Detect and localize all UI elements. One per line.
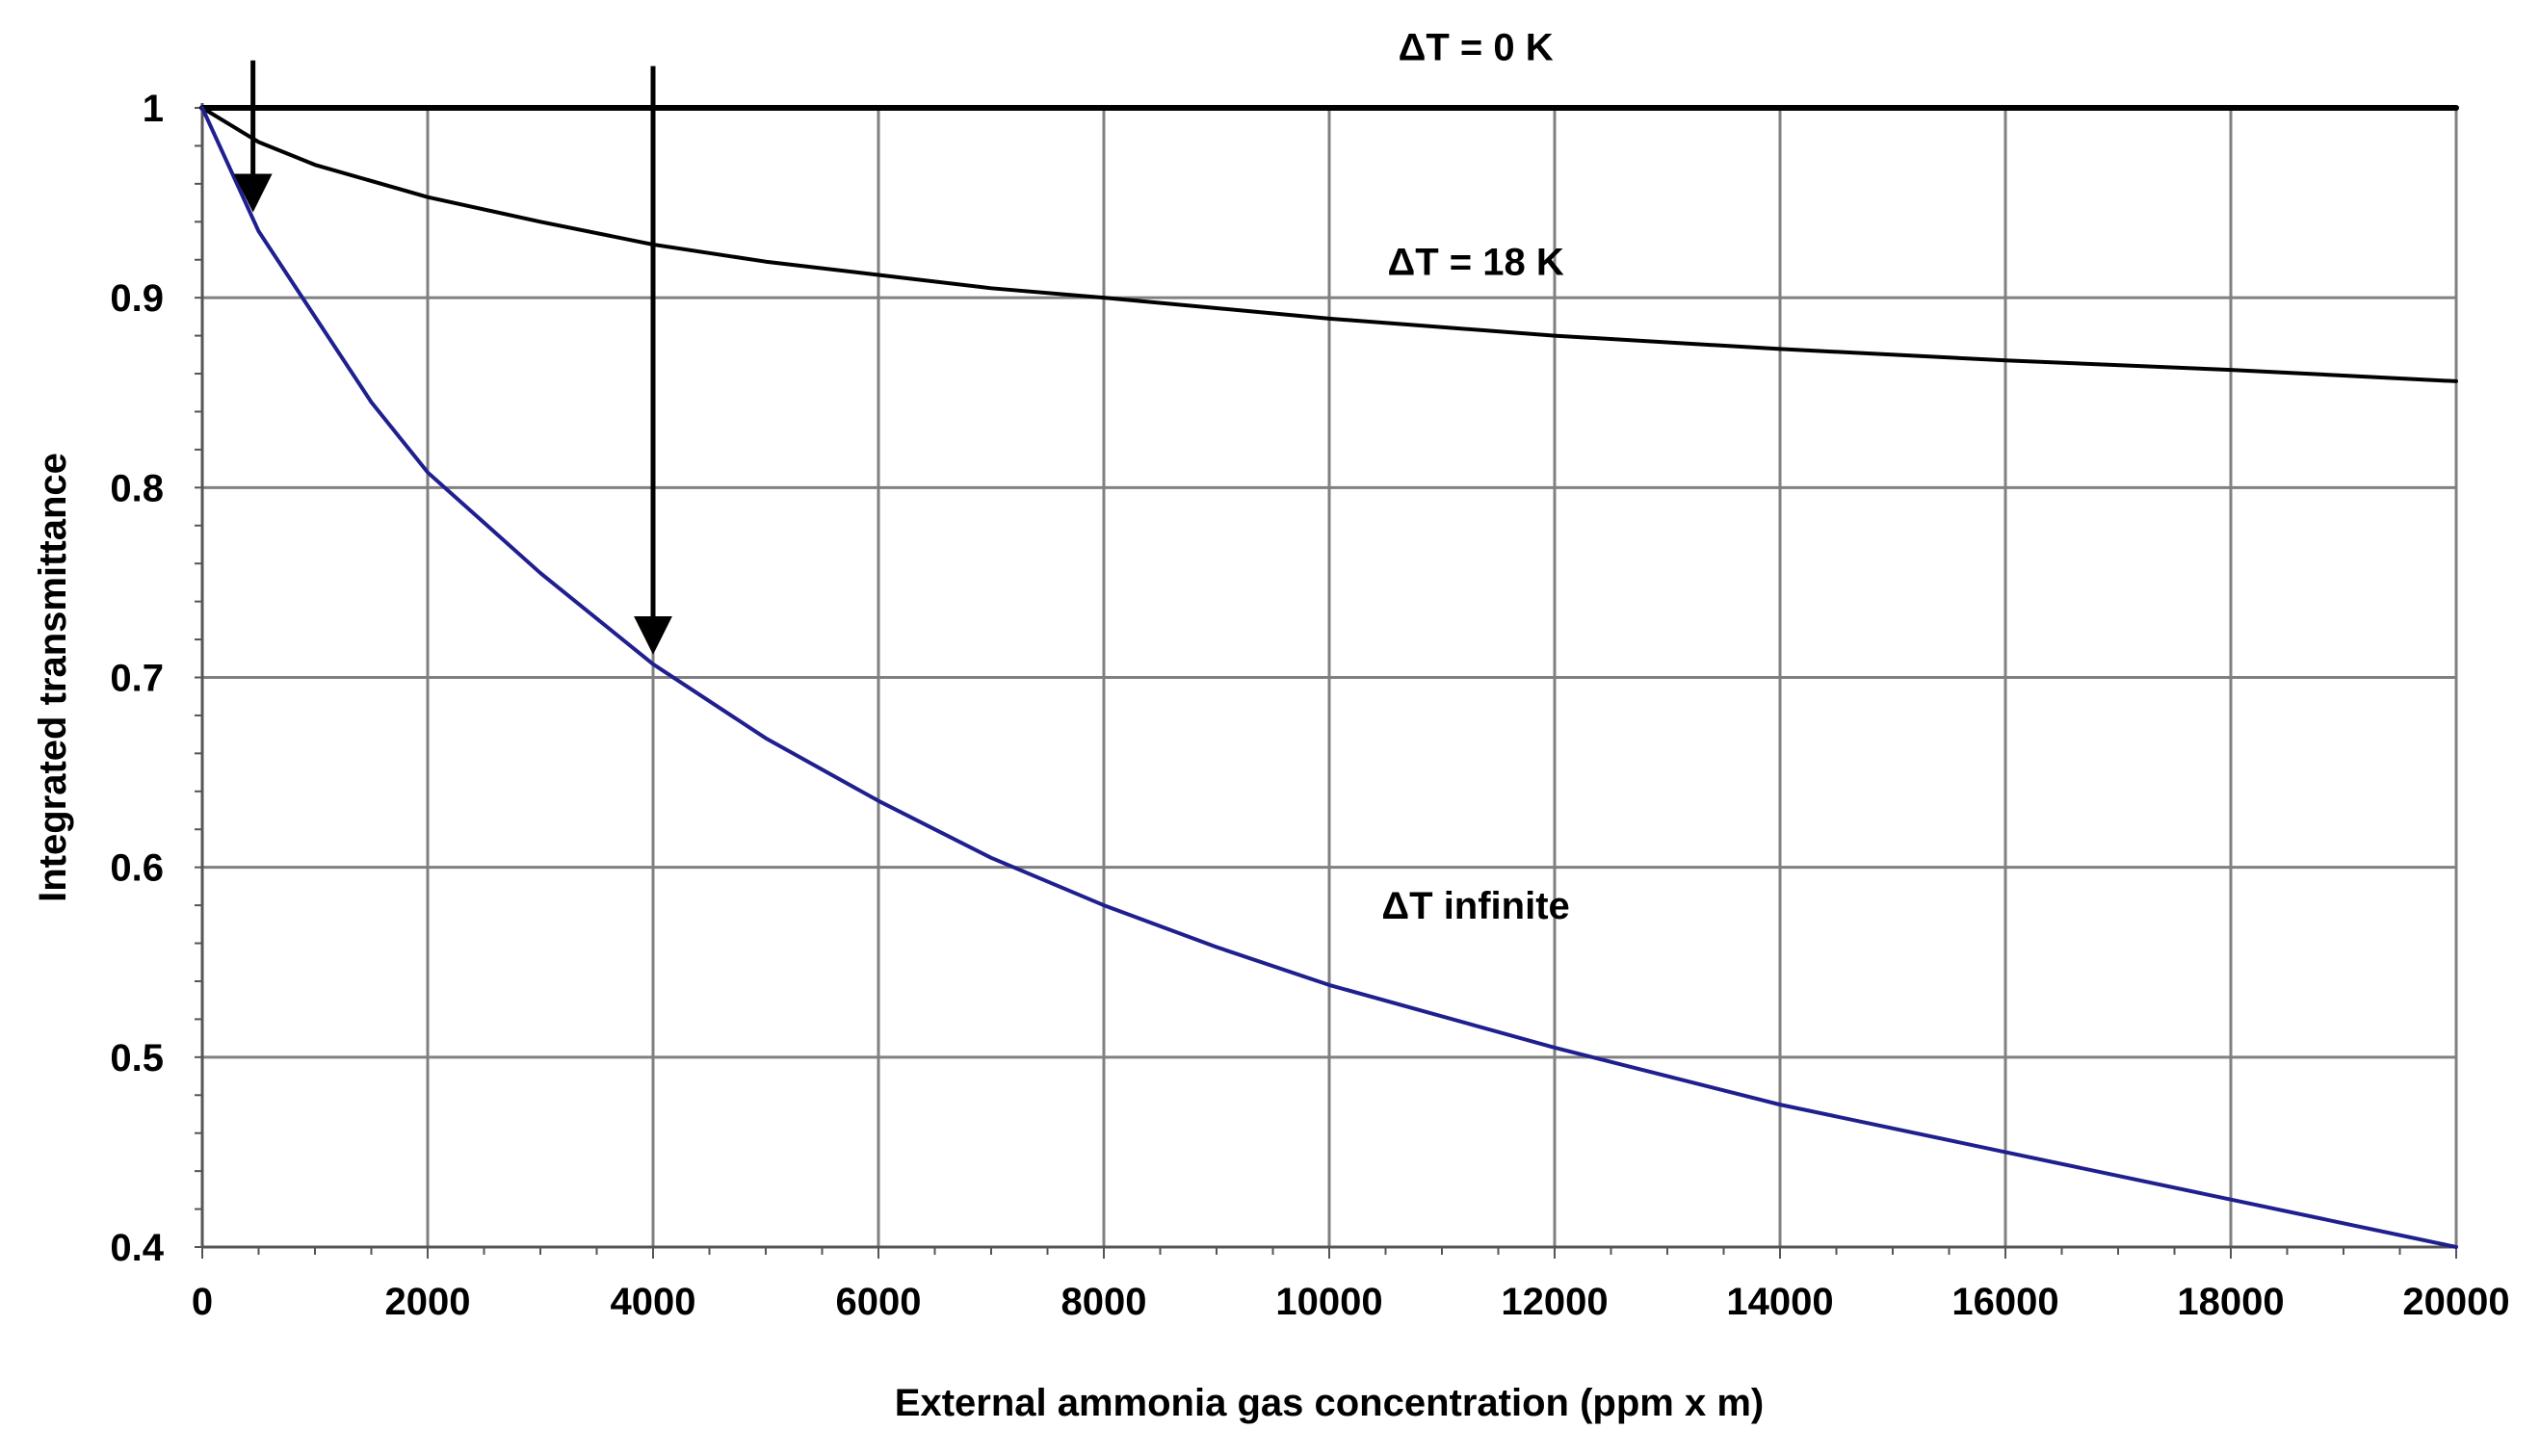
x-tick-label: 8000 bbox=[1061, 1281, 1147, 1323]
series-annotation: ΔT = 0 K bbox=[1399, 27, 1554, 69]
axes bbox=[200, 103, 2456, 1249]
x-tick-label: 10000 bbox=[1275, 1281, 1382, 1323]
x-tick-label: 14000 bbox=[1726, 1281, 1833, 1323]
y-tick-label: 0.9 bbox=[110, 277, 164, 320]
series-lines bbox=[199, 105, 2459, 1249]
tick-labels: 0 2000 4000 6000 8000 10000 12000 14000 16000 180… bbox=[110, 88, 2509, 1323]
series-line-2 bbox=[200, 106, 2458, 1249]
minor-ticks bbox=[195, 107, 2457, 1259]
arrows bbox=[233, 60, 672, 655]
x-axis-title: External ammonia gas concentration (ppm … bbox=[895, 1382, 1764, 1424]
x-tick-label: 4000 bbox=[611, 1281, 696, 1323]
y-tick-label: 0.8 bbox=[110, 467, 164, 509]
x-tick-label: 20000 bbox=[2402, 1281, 2509, 1323]
y-tick-label: 0.6 bbox=[110, 847, 164, 890]
series-line-1 bbox=[200, 106, 2458, 383]
y-tick-label: 1 bbox=[143, 88, 164, 130]
y-tick-label: 0.4 bbox=[110, 1227, 164, 1269]
x-tick-label: 16000 bbox=[1951, 1281, 2058, 1323]
grid bbox=[202, 106, 2458, 1247]
x-tick-label: 6000 bbox=[836, 1281, 922, 1323]
series-annotation: ΔT = 18 K bbox=[1387, 242, 1563, 284]
y-axis-title: Integrated transmittance bbox=[32, 453, 74, 902]
series-annotation: ΔT infinite bbox=[1381, 885, 1569, 927]
x-tick-label: 12000 bbox=[1501, 1281, 1608, 1323]
y-tick-label: 0.7 bbox=[110, 658, 164, 700]
y-tick-label: 0.5 bbox=[110, 1037, 164, 1079]
annotations: ΔT = 0 K ΔT = 18 K ΔT infinite bbox=[1381, 27, 1569, 927]
x-tick-label: 18000 bbox=[2177, 1281, 2284, 1323]
x-tick-label: 0 bbox=[192, 1281, 213, 1323]
x-tick-label: 2000 bbox=[385, 1281, 471, 1323]
